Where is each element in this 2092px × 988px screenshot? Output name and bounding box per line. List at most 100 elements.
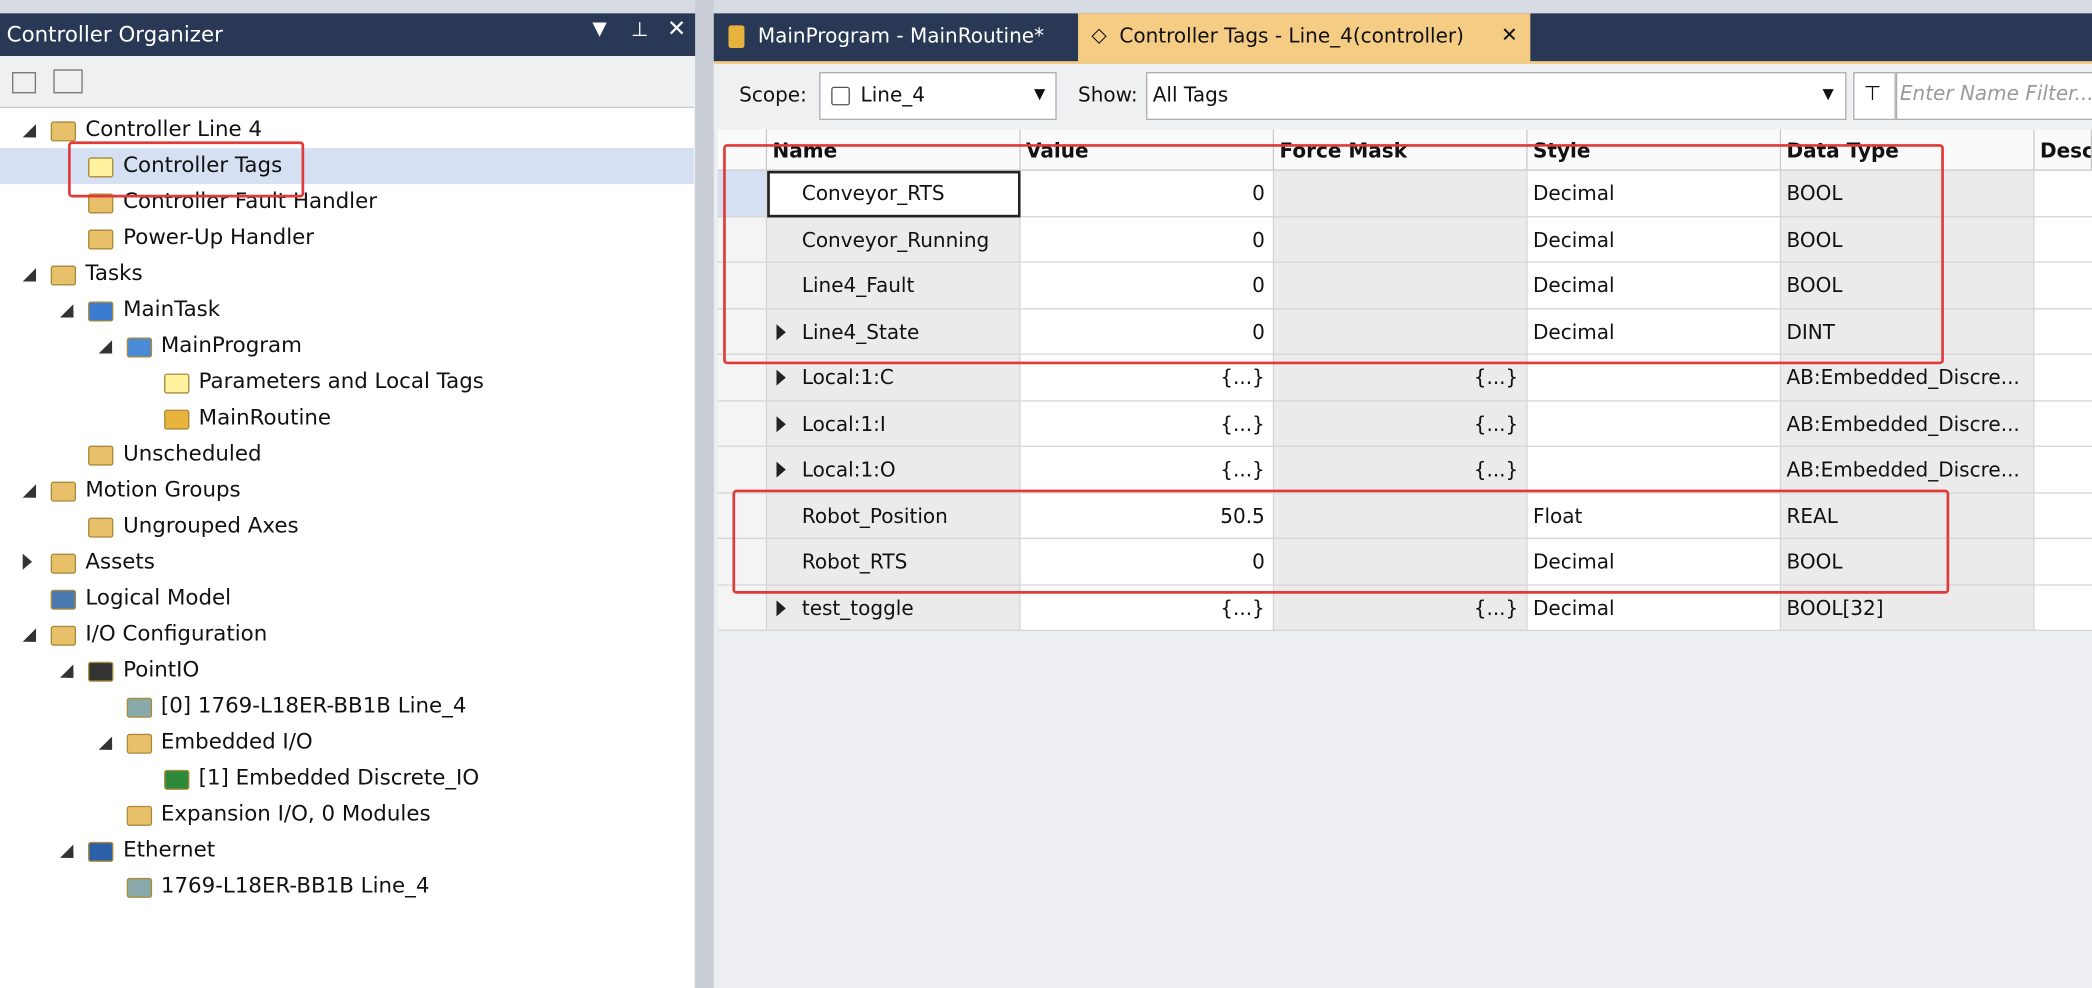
tree-item[interactable]: I/O Configuration (0, 616, 694, 652)
table-cell[interactable]: Robot_Position (767, 492, 1021, 540)
tree-item[interactable]: Expansion I/O, 0 Modules (0, 797, 694, 833)
row-expander[interactable] (776, 461, 786, 478)
expander[interactable] (22, 553, 33, 570)
table-cell[interactable]: 0 (1020, 262, 1275, 309)
splitter[interactable] (695, 0, 714, 988)
table-cell[interactable] (1274, 539, 1528, 586)
tab-active[interactable]: ◇ Controller Tags - Line_4(controller) ✕ (1078, 13, 1531, 62)
table-cell[interactable] (1274, 170, 1528, 217)
expander[interactable] (22, 484, 37, 498)
column-header[interactable]: Value (1020, 129, 1275, 171)
table-cell[interactable]: Decimal (1527, 539, 1782, 586)
table-cell[interactable]: BOOL (1781, 262, 2035, 309)
tree-item[interactable]: [1] Embedded Discrete_IO (0, 760, 694, 796)
tree-item[interactable]: Logical Model (0, 580, 694, 616)
tab-close[interactable]: ✕ (1500, 22, 1518, 47)
table-cell[interactable]: AB:Embedded_Discre... (1781, 400, 2035, 447)
row-expander[interactable] (776, 599, 786, 616)
expander[interactable] (98, 340, 112, 354)
table-cell[interactable]: BOOL (1781, 170, 2035, 217)
table-cell[interactable] (2034, 216, 2092, 263)
expander[interactable] (22, 124, 37, 138)
tree-item[interactable]: PointIO (0, 652, 694, 688)
table-cell[interactable] (2034, 308, 2092, 355)
row-header[interactable] (717, 539, 768, 586)
table-cell[interactable]: DINT (1781, 308, 2035, 355)
table-cell[interactable] (1274, 492, 1528, 540)
tree-item[interactable]: Embedded I/O (0, 724, 694, 760)
table-cell[interactable]: Float (1527, 492, 1782, 540)
tab[interactable]: MainProgram - MainRoutine* (720, 13, 1074, 61)
tree-item[interactable]: Ungrouped Axes (0, 508, 694, 544)
table-cell[interactable]: Conveyor_RTS (767, 170, 1021, 217)
table-cell[interactable]: Line4_Fault (767, 262, 1021, 309)
column-header[interactable]: Style (1527, 129, 1782, 171)
table-cell[interactable]: 50.5 (1020, 492, 1275, 540)
table-cell[interactable]: Robot_RTS (767, 539, 1021, 586)
table-cell[interactable] (1274, 308, 1528, 355)
tree-item[interactable]: Controller Line 4 (0, 112, 694, 148)
table-cell[interactable] (2034, 446, 2092, 493)
scope-dropdown[interactable]: Line_4 ▼ (819, 72, 1057, 121)
table-cell[interactable]: BOOL (1781, 539, 2035, 586)
column-header[interactable]: Force Mask (1274, 129, 1528, 171)
table-cell[interactable]: Decimal (1527, 170, 1782, 217)
dropdown-button[interactable]: ▼ (592, 18, 607, 41)
row-expander[interactable] (776, 415, 786, 432)
table-cell[interactable]: Decimal (1527, 216, 1782, 263)
expander[interactable] (22, 628, 37, 642)
tree-item[interactable]: Motion Groups (0, 472, 694, 508)
table-cell[interactable] (2034, 400, 2092, 447)
tree-item[interactable]: Controller Tags (0, 148, 694, 184)
row-header[interactable] (717, 170, 768, 217)
table-cell[interactable]: 0 (1020, 539, 1275, 586)
tree-item[interactable]: Assets (0, 544, 694, 580)
collapse-button[interactable] (12, 72, 37, 94)
tree-item[interactable]: MainRoutine (0, 400, 694, 436)
table-cell[interactable] (2034, 354, 2092, 401)
table-cell[interactable]: BOOL (1781, 216, 2035, 263)
expander[interactable] (60, 844, 74, 858)
row-header[interactable] (717, 216, 768, 263)
column-header[interactable]: Data Type (1781, 129, 2035, 171)
row-header[interactable] (717, 400, 768, 447)
row-expander[interactable] (776, 369, 786, 386)
tree-item[interactable]: Power-Up Handler (0, 220, 694, 256)
table-cell[interactable]: Local:1:I (767, 400, 1021, 447)
tree-item[interactable]: Tasks (0, 256, 694, 292)
pin-button[interactable]: ⊥ (631, 17, 649, 42)
table-cell[interactable] (1274, 216, 1528, 263)
table-cell[interactable]: 0 (1020, 216, 1275, 263)
tree-item[interactable]: 1769-L18ER-BB1B Line_4 (0, 869, 694, 905)
expander[interactable] (22, 268, 37, 282)
expander[interactable] (60, 664, 74, 678)
table-cell[interactable]: {...} (1274, 446, 1528, 493)
tree-item[interactable]: Unscheduled (0, 436, 694, 472)
tree-item[interactable]: [0] 1769-L18ER-BB1B Line_4 (0, 688, 694, 724)
table-cell[interactable]: Line4_State (767, 308, 1021, 355)
row-expander[interactable] (776, 323, 786, 340)
row-header[interactable] (717, 446, 768, 493)
show-dropdown[interactable]: All Tags ▼ (1146, 72, 1847, 121)
table-cell[interactable] (2034, 539, 2092, 586)
table-cell[interactable] (1527, 446, 1782, 493)
expand-button[interactable] (53, 69, 83, 94)
close-button[interactable]: ✕ (667, 16, 687, 43)
table-cell[interactable] (2034, 262, 2092, 309)
table-cell[interactable] (2034, 585, 2092, 632)
table-cell[interactable]: 0 (1020, 170, 1275, 217)
tree-item[interactable]: MainTask (0, 292, 694, 328)
expander[interactable] (60, 304, 74, 318)
name-filter[interactable]: Enter Name Filter... (1895, 72, 2092, 121)
tree-item[interactable]: Ethernet (0, 833, 694, 869)
table-cell[interactable]: Decimal (1527, 308, 1782, 355)
row-header[interactable] (717, 492, 768, 540)
table-cell[interactable] (2034, 492, 2092, 540)
table-cell[interactable]: AB:Embedded_Discre... (1781, 446, 2035, 493)
row-header[interactable] (717, 262, 768, 309)
filter-button[interactable]: ⊤ (1853, 72, 1896, 121)
table-cell[interactable]: {...} (1020, 400, 1275, 447)
column-header[interactable]: Name (767, 129, 1021, 171)
table-cell[interactable] (2034, 170, 2092, 217)
table-cell[interactable]: 0 (1020, 308, 1275, 355)
